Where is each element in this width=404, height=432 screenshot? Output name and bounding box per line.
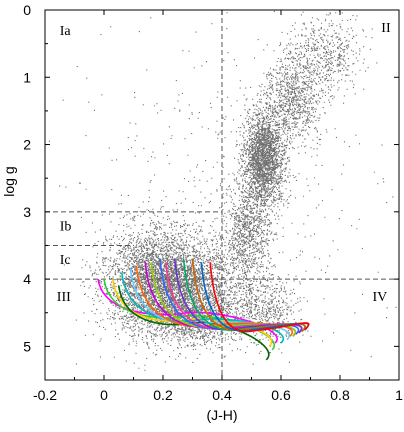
x-tick-label: -0.2 <box>33 387 57 403</box>
y-tick-label: 5 <box>23 338 31 354</box>
region-label-iv: IV <box>372 290 387 305</box>
track-series-12 <box>174 258 303 334</box>
y-tick-label: 0 <box>23 2 31 18</box>
track-series-9 <box>150 262 297 337</box>
x-tick-label: 0.6 <box>271 387 291 403</box>
region-label-ic: Ic <box>60 253 71 268</box>
region-label-ii: II <box>381 21 391 36</box>
region-label-ib: Ib <box>60 219 72 234</box>
region-label-iii: III <box>57 290 71 305</box>
x-tick-label: 0 <box>100 387 108 403</box>
scatter-point-cloud <box>48 10 397 371</box>
track-series-4 <box>120 272 285 344</box>
scatter-points <box>48 10 397 371</box>
track-series-14 <box>191 258 306 333</box>
y-tick-label: 2 <box>23 137 31 153</box>
y-tick-label: 1 <box>23 69 31 85</box>
track-series-5 <box>117 285 270 361</box>
region-label-ia: Ia <box>60 24 72 39</box>
y-tick-label: 3 <box>23 204 31 220</box>
region-labels: Ia II Ib Ic III IV <box>57 21 391 305</box>
x-tick-label: 1 <box>395 387 403 403</box>
axis-ticks: -0.2 0 0.2 0.4 0.6 0.8 1 0 1 2 3 4 5 <box>23 2 403 403</box>
x-tick-label: 0.8 <box>330 387 350 403</box>
y-tick-label: 4 <box>23 271 31 287</box>
x-axis-title: (J-H) <box>206 407 237 423</box>
y-axis-title: log g <box>1 166 17 196</box>
x-tick-label: 0.2 <box>153 387 173 403</box>
x-tick-label: 0.4 <box>212 387 232 403</box>
track-series <box>97 258 310 361</box>
track-series-16 <box>209 262 310 333</box>
